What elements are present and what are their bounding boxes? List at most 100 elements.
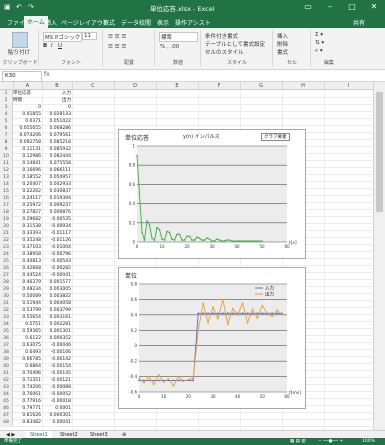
add-sheet-icon[interactable]: ⊕ bbox=[122, 432, 127, 438]
cell-b[interactable]: 0.003822 bbox=[49, 294, 71, 299]
cell-b[interactable]: 0.085932 bbox=[49, 147, 71, 152]
row-number[interactable]: 20 bbox=[0, 223, 13, 230]
column-header-G[interactable]: G bbox=[240, 82, 283, 90]
cell-b[interactable]: -0.00088 bbox=[50, 385, 71, 390]
select-all-corner[interactable] bbox=[0, 82, 14, 90]
redo-icon[interactable]: ↷ bbox=[28, 3, 34, 11]
tab-1[interactable]: ホーム bbox=[24, 16, 48, 29]
cell-a[interactable]: 0.50089 bbox=[22, 294, 41, 299]
column-header-F[interactable]: F bbox=[198, 82, 241, 90]
row-number[interactable]: 25 bbox=[0, 258, 13, 265]
row-number[interactable]: 22 bbox=[0, 237, 13, 244]
cell-b[interactable]: -0.01126 bbox=[50, 238, 71, 243]
cell-a[interactable]: 0.25972 bbox=[22, 203, 41, 208]
cell-b[interactable]: 0.085218 bbox=[49, 140, 71, 145]
cell-a[interactable]: 0.38958 bbox=[22, 252, 41, 257]
cell-a[interactable]: 0.83482 bbox=[22, 420, 41, 425]
cell-b[interactable]: 0.003161 bbox=[49, 315, 71, 320]
share-button[interactable]: 共有 bbox=[353, 20, 366, 27]
cell-b[interactable]: 0.066111 bbox=[49, 168, 71, 173]
cell-b[interactable]: 0.079561 bbox=[49, 133, 71, 138]
save-icon[interactable]: ▣ bbox=[4, 3, 11, 11]
cell-a[interactable]: 0.77916 bbox=[22, 399, 41, 404]
align-icons[interactable]: ☰ ☰ ☰ bbox=[108, 34, 127, 40]
cell-a[interactable]: 0.70496 bbox=[22, 371, 41, 376]
cell-b[interactable]: 出力 bbox=[62, 98, 71, 103]
cell-a[interactable]: 0.37103 bbox=[22, 245, 41, 250]
ribbon-options-icon[interactable]: ▭ bbox=[304, 2, 312, 11]
maximize-icon[interactable]: □ bbox=[348, 2, 356, 11]
cell-b[interactable]: -0.00145 bbox=[50, 371, 71, 376]
cell-b[interactable]: 0.082444 bbox=[49, 154, 71, 159]
cell-a[interactable]: 0.42668 bbox=[22, 266, 41, 271]
tab-0[interactable]: ファイル bbox=[7, 20, 32, 27]
sheet-nav-arrows[interactable]: ◀ ▶ bbox=[6, 432, 16, 438]
table-row[interactable]: 2 時間 出力 bbox=[0, 97, 373, 105]
cell-a[interactable]: 0.18552 bbox=[22, 175, 41, 180]
cell-b[interactable]: 0.009237 bbox=[49, 203, 71, 208]
row-number[interactable]: 47 bbox=[0, 412, 13, 419]
cell-b[interactable]: -0.00041 bbox=[50, 273, 71, 278]
undo-icon[interactable]: ↶ bbox=[16, 3, 22, 11]
row-number[interactable]: 15 bbox=[0, 188, 13, 195]
paste-label[interactable]: 貼り付け bbox=[8, 50, 31, 56]
cell-b[interactable]: 0.051022 bbox=[49, 119, 71, 124]
chart-1[interactable]: 単位応答 y(n) インパルス グラフ要素 0 0.2 0.4 0.6 0.8 1 0 10 2… bbox=[118, 129, 306, 259]
row-number[interactable]: 6 bbox=[0, 125, 13, 132]
row-number[interactable]: 34 bbox=[0, 321, 13, 328]
cell-a[interactable]: 0.44524 bbox=[22, 273, 41, 278]
sheet-tab-2[interactable]: Sheet3 bbox=[90, 432, 108, 438]
cell-a[interactable]: 0.72351 bbox=[22, 378, 41, 383]
cell-b[interactable]: -0.00121 bbox=[50, 378, 71, 383]
cell-b[interactable]: 0.000301 bbox=[49, 413, 71, 418]
cell-a[interactable]: 0.35248 bbox=[22, 238, 41, 243]
row-number[interactable]: 26 bbox=[0, 265, 13, 272]
table-row[interactable]: 5 0.0371 0.051022 bbox=[0, 118, 373, 126]
row-number[interactable]: 31 bbox=[0, 300, 13, 307]
cell-a[interactable]: 0.20407 bbox=[22, 182, 41, 187]
cell-a[interactable]: 0.5751 bbox=[25, 322, 41, 327]
cell-a[interactable]: 0.14841 bbox=[22, 161, 41, 166]
cell-a[interactable]: 0.48234 bbox=[22, 287, 41, 292]
cell-b[interactable]: -0.00796 bbox=[50, 252, 71, 257]
row-number[interactable]: 41 bbox=[0, 370, 13, 377]
row-number[interactable]: 21 bbox=[0, 230, 13, 237]
tab-2[interactable]: 挿入 bbox=[45, 20, 58, 27]
cell-a[interactable]: 0 bbox=[38, 105, 41, 110]
cell-a[interactable]: 0.22262 bbox=[22, 189, 41, 194]
row-number[interactable]: 35 bbox=[0, 328, 13, 335]
cell-a[interactable]: 時間 bbox=[13, 98, 22, 103]
column-header-C[interactable]: C bbox=[72, 82, 115, 90]
cell-b[interactable]: -0.00106 bbox=[50, 350, 71, 355]
cell-b[interactable]: -0.00154 bbox=[50, 364, 71, 369]
column-header-D[interactable]: D bbox=[114, 82, 157, 90]
paste-icon[interactable] bbox=[12, 32, 28, 48]
format-as-table-button[interactable]: テーブルとして書式設定 bbox=[205, 42, 266, 48]
find-icon[interactable]: ⌕ ▾ bbox=[315, 48, 323, 54]
cell-b[interactable]: 0.00041 bbox=[52, 420, 71, 425]
row-number[interactable]: 44 bbox=[0, 391, 13, 398]
row-number[interactable]: 9 bbox=[0, 146, 13, 153]
column-header-B[interactable]: B bbox=[42, 82, 73, 90]
cell-b[interactable]: 0.068286 bbox=[49, 126, 71, 131]
row-number[interactable]: 19 bbox=[0, 216, 13, 223]
sort-icon[interactable]: ⇅ ▾ bbox=[315, 40, 325, 46]
cell-b[interactable]: -0.00535 bbox=[50, 217, 71, 222]
vertical-scrollbar[interactable] bbox=[373, 82, 385, 430]
row-number[interactable]: 1 bbox=[0, 90, 13, 97]
cell-b[interactable]: -0.00142 bbox=[50, 357, 71, 362]
cell-b[interactable]: 0 bbox=[68, 105, 71, 110]
table-row[interactable]: 46 0.79771 0.0001 bbox=[0, 405, 373, 413]
cell-a[interactable]: 0.55654 bbox=[22, 315, 41, 320]
conditional-format-button[interactable]: 条件付き書式 bbox=[205, 34, 239, 40]
cell-b[interactable]: -0.00934 bbox=[50, 224, 71, 229]
row-number[interactable]: 8 bbox=[0, 139, 13, 146]
cell-b[interactable]: 0.001577 bbox=[49, 280, 71, 285]
table-row[interactable]: 1 単位応答 入力 bbox=[0, 90, 373, 98]
row-number[interactable]: 10 bbox=[0, 153, 13, 160]
cell-a[interactable]: 0.092758 bbox=[19, 140, 41, 145]
row-number[interactable]: 3 bbox=[0, 104, 13, 111]
cell-b[interactable]: 0.019394 bbox=[49, 196, 71, 201]
cell-a[interactable]: 0.40813 bbox=[22, 259, 41, 264]
cell-b[interactable]: 0.054957 bbox=[49, 175, 71, 180]
